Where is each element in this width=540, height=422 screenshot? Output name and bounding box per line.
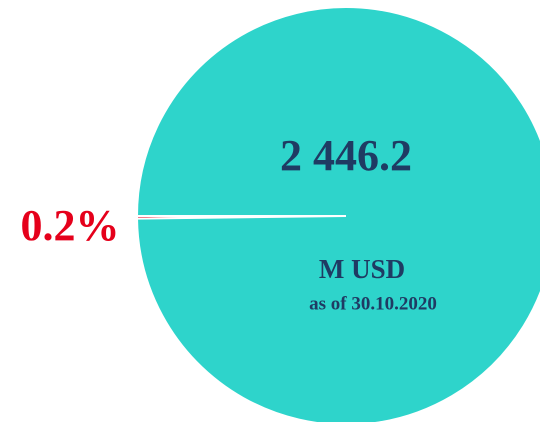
- pie: [135, 6, 540, 422]
- center-value: 2 446.2: [280, 131, 412, 180]
- slice-label: 0.2%: [21, 201, 120, 250]
- pie-slice: [135, 6, 540, 422]
- unit-label: M USD: [319, 254, 405, 284]
- date-label: as of 30.10.2020: [309, 293, 437, 314]
